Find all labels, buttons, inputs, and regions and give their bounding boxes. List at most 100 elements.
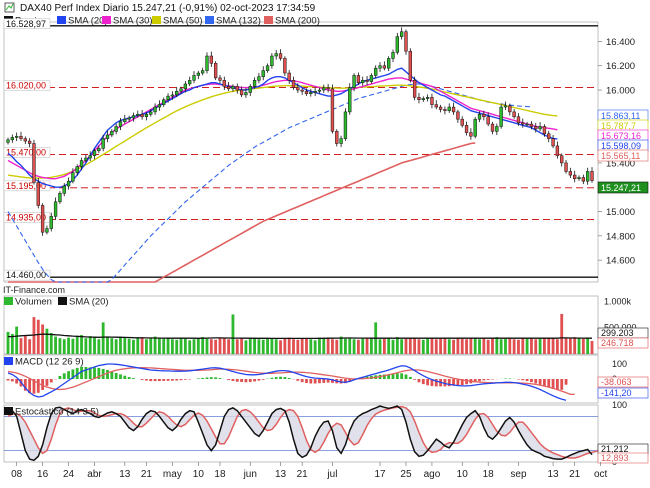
volume-bar xyxy=(288,338,291,354)
candle-body xyxy=(175,91,178,95)
candle-body xyxy=(201,71,204,73)
macd-hist-bar xyxy=(106,370,109,379)
legend-label: SMA (132) xyxy=(216,16,261,27)
volume-bar xyxy=(210,339,213,354)
legend-swatch xyxy=(264,16,273,24)
volume-bar xyxy=(591,341,594,354)
macd-hist-bar xyxy=(167,379,170,381)
volume-bar xyxy=(495,337,498,354)
volume-bar xyxy=(128,339,131,354)
volume-bar xyxy=(283,339,286,354)
volume-bar xyxy=(487,340,490,354)
volume-bar xyxy=(115,339,118,354)
volume-bar xyxy=(59,338,62,354)
volume-bar xyxy=(361,339,364,354)
chart-title: DAX40 Perf Index Diario 15.247,21 (-0,91… xyxy=(20,3,316,14)
macd-hist-bar xyxy=(283,377,286,379)
macd-hist-bar xyxy=(275,377,278,379)
volume-bar xyxy=(396,337,399,354)
volume-bar xyxy=(167,338,170,354)
candle-body xyxy=(279,54,282,59)
source-label: IT-Finance.com xyxy=(3,285,65,295)
macd-hist-bar xyxy=(206,378,209,380)
candle-body xyxy=(370,75,373,81)
candle-body xyxy=(301,90,304,91)
candle-body xyxy=(15,136,18,137)
macd-hist-bar xyxy=(245,379,248,382)
macd-hist-bar xyxy=(180,379,183,380)
price-panel: PrecioSMA (20)SMA (30)SMA (50)SMA (132)S… xyxy=(4,16,648,283)
x-tick-label: 21 xyxy=(569,469,581,480)
candle-body xyxy=(136,114,139,115)
candle-body xyxy=(539,126,542,128)
x-tick-label: abr xyxy=(87,469,102,480)
volume-bar xyxy=(578,338,581,354)
candle-body xyxy=(84,158,87,160)
legend-swatch xyxy=(205,16,214,24)
candle-body xyxy=(400,32,403,37)
candle-body xyxy=(504,106,507,107)
volume-bar xyxy=(223,338,226,354)
value-tag: -141,20 xyxy=(601,388,632,398)
x-tick-label: 13 xyxy=(275,469,287,480)
macd-hist-bar xyxy=(526,379,529,381)
macd-hist-bar xyxy=(309,379,312,384)
volume-bar xyxy=(400,339,403,354)
candle-body xyxy=(426,97,429,98)
macd-hist-bar xyxy=(132,378,135,379)
x-tick-label: 18 xyxy=(214,469,226,480)
volume-bar xyxy=(257,339,260,354)
x-tick-label: jul xyxy=(326,469,337,480)
volume-bar xyxy=(500,339,503,354)
volume-bar xyxy=(418,339,421,354)
candle-body xyxy=(54,202,57,217)
volume-bar xyxy=(482,339,485,354)
macd-hist-bar xyxy=(396,373,399,379)
macd-hist-bar xyxy=(456,379,459,385)
candle-body xyxy=(262,71,265,77)
volume-bar xyxy=(422,340,425,354)
candle-body xyxy=(97,148,100,150)
candle-body xyxy=(24,139,27,141)
volume-bar xyxy=(89,336,92,354)
volume-bar xyxy=(513,339,516,354)
candle-body xyxy=(357,75,360,82)
candle-body xyxy=(206,56,209,71)
candle-body xyxy=(223,80,226,86)
volume-bar xyxy=(214,340,217,354)
volume-bar xyxy=(431,338,434,354)
candle-body xyxy=(266,66,269,71)
volume-bar xyxy=(569,338,572,354)
candle-body xyxy=(188,80,191,84)
volume-bar xyxy=(76,337,79,354)
volume-bar xyxy=(552,338,555,354)
y-tick-label: 100 xyxy=(612,359,627,369)
volume-bar xyxy=(141,337,144,354)
candle-body xyxy=(560,156,563,163)
legend-swatch xyxy=(102,16,111,24)
macd-hist-bar xyxy=(288,378,291,379)
candle-body xyxy=(366,80,369,81)
volume-bar xyxy=(193,339,196,354)
volume-bar xyxy=(379,339,382,354)
volume-bar xyxy=(444,338,447,354)
macd-hist-bar xyxy=(7,379,10,381)
volume-bar xyxy=(413,338,416,354)
candle-body xyxy=(214,63,217,78)
volume-bar xyxy=(305,339,308,354)
x-tick-label: 25 xyxy=(400,469,412,480)
macd-hist-bar xyxy=(487,379,490,380)
value-tag: 15.565,11 xyxy=(601,151,640,161)
candle-body xyxy=(37,182,40,205)
volume-bar xyxy=(119,337,122,354)
macd-hist-bar xyxy=(543,379,546,386)
candle-body xyxy=(158,105,161,107)
volume-bar xyxy=(270,338,273,354)
candle-body xyxy=(456,112,459,119)
legend-label: SMA (50) xyxy=(163,16,203,27)
x-tick-label: 13 xyxy=(548,469,560,480)
macd-hist-bar xyxy=(560,379,563,390)
y-tick-label: 15.000 xyxy=(606,207,635,218)
